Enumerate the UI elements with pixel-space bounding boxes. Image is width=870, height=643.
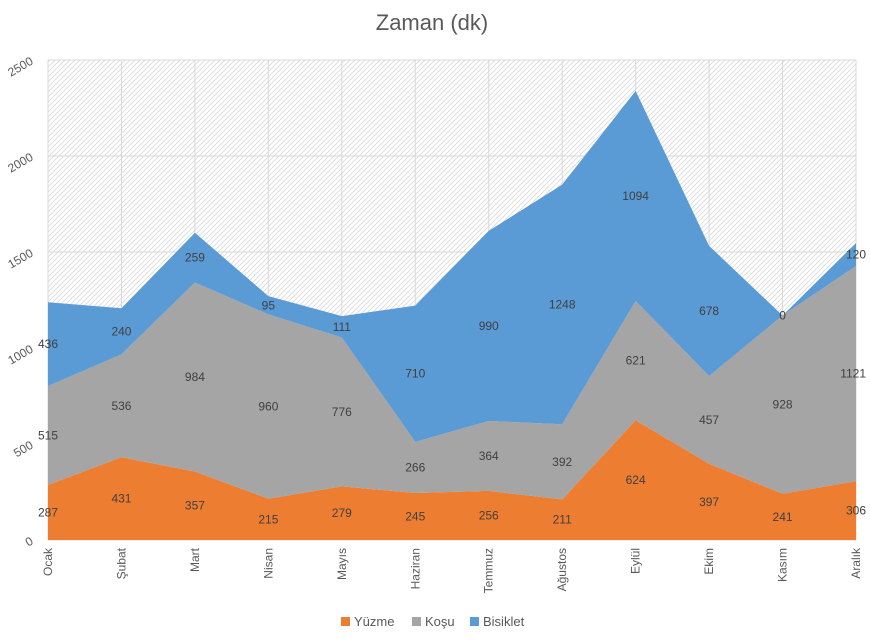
y-tick-label: 0 (23, 534, 36, 550)
legend: Yüzme Koşu Bisiklet (341, 614, 525, 629)
data-label: 776 (332, 405, 352, 419)
area-1 (48, 420, 856, 540)
x-tick-label: Nisan (261, 548, 275, 579)
data-label: 306 (846, 504, 866, 518)
x-tick-label: Haziran (408, 548, 422, 589)
data-label: 357 (185, 499, 205, 513)
data-label: 621 (626, 354, 646, 368)
data-label: 364 (479, 449, 499, 463)
x-tick-label: Aralık (849, 547, 863, 579)
legend-swatch (341, 617, 350, 626)
data-label: 397 (699, 495, 719, 509)
data-label: 710 (405, 367, 425, 381)
data-label: 95 (262, 298, 276, 312)
data-label: 241 (773, 510, 793, 524)
data-label: 0 (779, 309, 786, 323)
x-tick-label: Temmuz (482, 548, 496, 593)
data-label: 120 (846, 247, 866, 261)
data-label: 392 (552, 455, 572, 469)
area-2 (48, 266, 856, 500)
x-tick-label: Eylül (629, 548, 643, 574)
legend-swatch (470, 617, 479, 626)
data-label: 279 (332, 506, 352, 520)
data-label: 928 (773, 398, 793, 412)
data-label: 1248 (549, 297, 576, 311)
x-tick-label: Ekim (702, 548, 716, 575)
y-tick-label: 1000 (5, 342, 35, 368)
data-label: 536 (111, 399, 131, 413)
data-label: 211 (553, 513, 572, 527)
data-label: 984 (185, 370, 205, 384)
data-label: 215 (258, 512, 278, 526)
data-label: 457 (699, 413, 719, 427)
x-tick-label: Mart (188, 547, 202, 572)
data-label: 678 (699, 304, 719, 318)
x-tick-label: Şubat (114, 547, 128, 579)
y-tick-label: 2000 (5, 150, 35, 176)
data-label: 1094 (622, 189, 649, 203)
x-axis-ticks: Ocak Şubat Mart Nisan Mayıs Haziran Temmuz Ağus… (41, 547, 863, 593)
data-label: 287 (38, 505, 58, 519)
data-label: 245 (405, 509, 425, 523)
legend-label: Koşu (425, 614, 455, 629)
y-tick-label: 500 (11, 438, 36, 460)
legend-label: Bisiklet (483, 614, 525, 629)
data-label: 990 (479, 319, 499, 333)
data-label: 436 (38, 337, 58, 351)
y-tick-label: 2500 (5, 54, 35, 80)
data-label: 259 (185, 251, 205, 265)
x-tick-label: Mayıs (335, 548, 349, 580)
data-label: 515 (38, 428, 58, 442)
x-tick-label: Kasım (776, 548, 790, 582)
data-labels: 287 431 357 215 279 245 256 211 624 397 241 306 515 5… (38, 189, 866, 527)
data-label: 111 (333, 320, 352, 334)
data-label: 624 (626, 473, 646, 487)
data-label: 960 (258, 400, 278, 414)
data-label: 240 (111, 324, 131, 338)
area-3 (48, 90, 856, 442)
data-label: 256 (479, 508, 499, 522)
x-tick-label: Ocak (41, 547, 55, 576)
data-label: 431 (111, 492, 131, 506)
chart-title: Zaman (dk) (376, 10, 488, 35)
series-areas (48, 90, 856, 540)
y-axis-ticks: 0 500 1000 1500 2000 2500 (5, 54, 35, 550)
y-tick-label: 1500 (5, 246, 35, 272)
legend-swatch (412, 617, 421, 626)
data-label: 1121 (840, 367, 866, 381)
data-label: 266 (405, 460, 425, 474)
x-tick-label: Ağustos (555, 548, 569, 591)
legend-label: Yüzme (354, 614, 394, 629)
